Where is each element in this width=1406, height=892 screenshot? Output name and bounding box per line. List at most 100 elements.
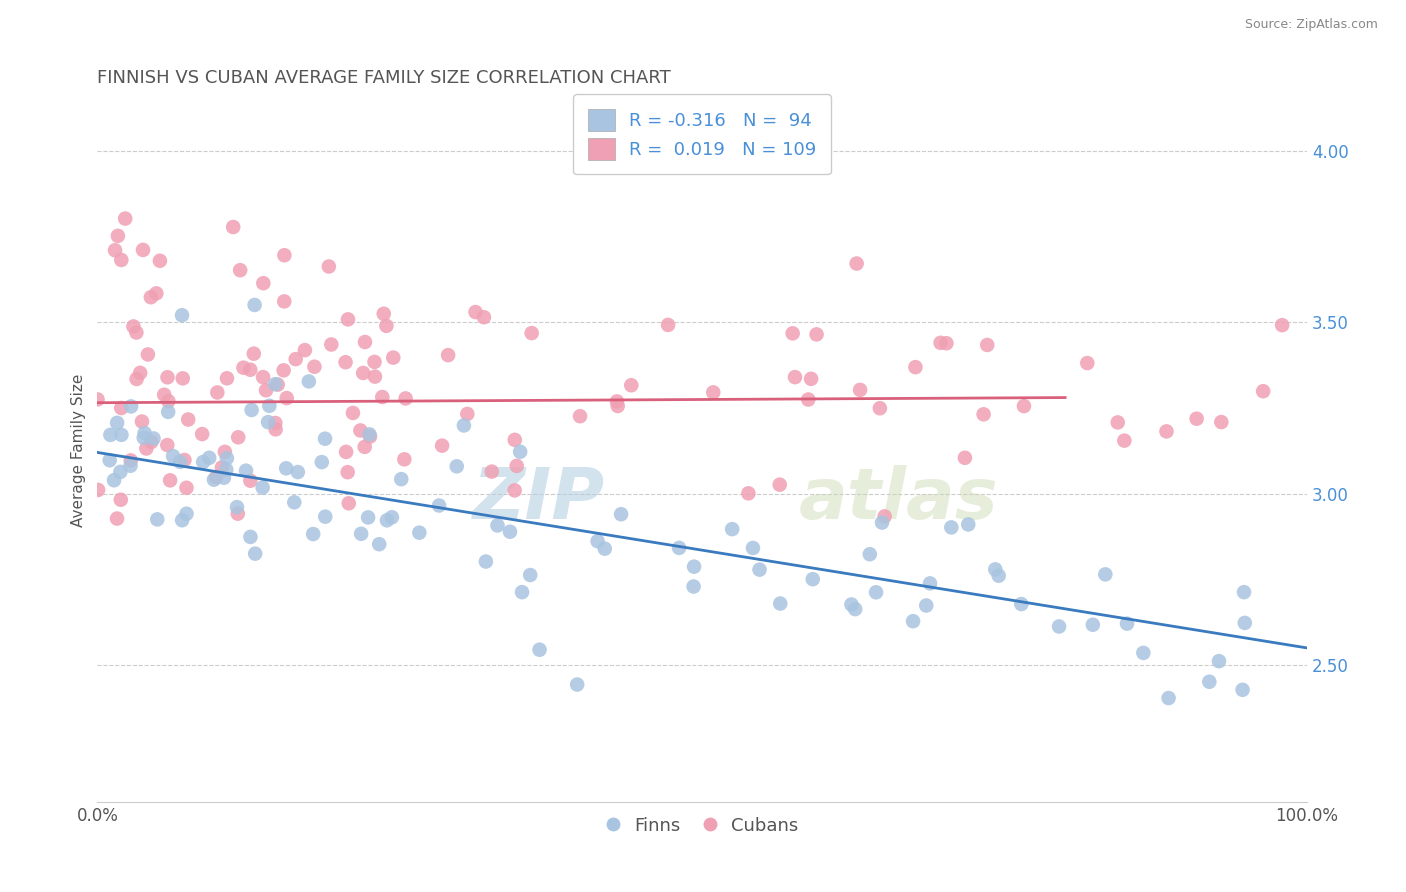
Point [215, 462, 238, 476]
Point [302, 527, 325, 541]
Point [135, 442, 157, 456]
Point [503, 483, 526, 498]
Point [769, 597, 792, 611]
Point [215, 371, 238, 385]
Point [254, 384, 277, 398]
Point [472, 310, 495, 325]
Point [232, 360, 254, 375]
Point [142, 432, 165, 446]
Point [229, 263, 252, 277]
Point [176, 507, 198, 521]
Point [125, 372, 148, 386]
Point [769, 477, 792, 491]
Point [797, 392, 820, 407]
Point [156, 370, 179, 384]
Point [170, 308, 193, 322]
Point [869, 401, 891, 416]
Point [298, 375, 321, 389]
Point [321, 337, 343, 351]
Point [157, 405, 180, 419]
Point [845, 256, 868, 270]
Point [267, 377, 290, 392]
Point [394, 452, 416, 467]
Point [481, 465, 503, 479]
Point [211, 460, 233, 475]
Point [104, 244, 127, 258]
Point [172, 513, 194, 527]
Point [957, 517, 980, 532]
Point [120, 453, 142, 467]
Point [177, 412, 200, 426]
Point [1107, 416, 1129, 430]
Point [198, 450, 221, 465]
Point [567, 677, 589, 691]
Point [335, 355, 357, 369]
Point [1232, 682, 1254, 697]
Point [1208, 654, 1230, 668]
Point [134, 426, 156, 441]
Point [941, 520, 963, 534]
Point [606, 399, 628, 413]
Point [702, 385, 724, 400]
Point [207, 385, 229, 400]
Point [222, 220, 245, 235]
Point [342, 406, 364, 420]
Point [721, 522, 744, 536]
Point [1251, 384, 1274, 399]
Point [657, 318, 679, 332]
Point [314, 509, 336, 524]
Point [259, 399, 281, 413]
Point [114, 211, 136, 226]
Point [935, 336, 957, 351]
Point [191, 455, 214, 469]
Point [1211, 415, 1233, 429]
Point [453, 418, 475, 433]
Point [214, 445, 236, 459]
Point [284, 352, 307, 367]
Point [368, 537, 391, 551]
Point [748, 563, 770, 577]
Point [849, 383, 872, 397]
Point [1010, 597, 1032, 611]
Point [668, 541, 690, 555]
Point [873, 509, 896, 524]
Point [205, 470, 228, 484]
Point [915, 599, 938, 613]
Point [519, 568, 541, 582]
Point [1198, 674, 1220, 689]
Point [257, 415, 280, 429]
Point [1233, 615, 1256, 630]
Point [430, 439, 453, 453]
Point [276, 391, 298, 405]
Point [107, 228, 129, 243]
Point [437, 348, 460, 362]
Point [149, 253, 172, 268]
Point [1132, 646, 1154, 660]
Point [304, 359, 326, 374]
Point [131, 415, 153, 429]
Point [976, 338, 998, 352]
Point [486, 518, 509, 533]
Point [129, 366, 152, 380]
Point [865, 585, 887, 599]
Point [373, 307, 395, 321]
Point [86, 392, 108, 407]
Point [1076, 356, 1098, 370]
Point [146, 512, 169, 526]
Point [509, 444, 531, 458]
Point [929, 335, 952, 350]
Point [381, 510, 404, 524]
Point [683, 559, 706, 574]
Point [252, 481, 274, 495]
Point [202, 473, 225, 487]
Point [176, 481, 198, 495]
Point [375, 513, 398, 527]
Point [1081, 617, 1104, 632]
Point [901, 614, 924, 628]
Point [987, 568, 1010, 582]
Point [499, 524, 522, 539]
Point [475, 555, 498, 569]
Point [156, 438, 179, 452]
Point [287, 465, 309, 479]
Point [294, 343, 316, 358]
